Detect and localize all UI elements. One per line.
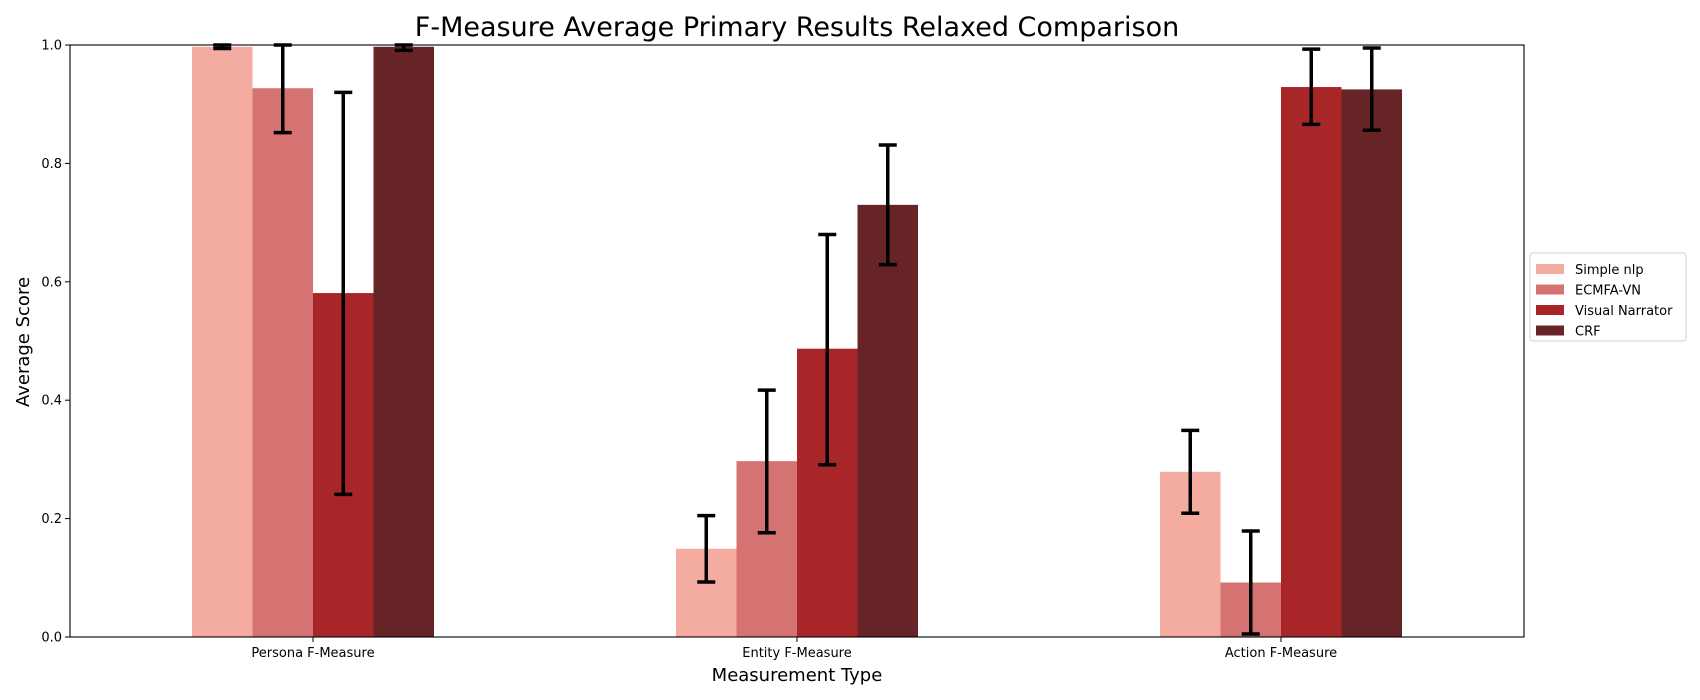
legend-label: ECMFA-VN xyxy=(1575,284,1641,299)
error-bar xyxy=(334,90,353,497)
y-tick-label: 0.4 xyxy=(41,394,62,409)
error-bar xyxy=(1362,46,1381,132)
error-bar xyxy=(1302,47,1321,127)
x-tick-label: Entity F-Measure xyxy=(742,646,852,661)
y-tick-label: 1.0 xyxy=(41,39,62,54)
legend: Simple nlp ECMFA-VN Visual Narrator CRF xyxy=(1529,252,1687,342)
chart-title: F-Measure Average Primary Results Relaxe… xyxy=(415,12,1179,43)
legend-frame xyxy=(1529,252,1687,342)
x-tick-label: Action F-Measure xyxy=(1225,646,1337,661)
error-bar xyxy=(697,513,716,584)
error-bar xyxy=(878,143,897,267)
bar xyxy=(1341,89,1402,637)
bar xyxy=(192,46,253,637)
bar xyxy=(1281,87,1342,638)
y-tick-label: 0.8 xyxy=(41,157,62,172)
legend-swatch xyxy=(1536,305,1564,315)
legend-swatch xyxy=(1536,264,1564,274)
y-tick-label: 0.2 xyxy=(41,512,62,527)
x-tick-label: Persona F-Measure xyxy=(251,646,374,661)
legend-label: CRF xyxy=(1575,325,1601,340)
error-bar xyxy=(757,388,776,535)
x-axis-title: Measurement Type xyxy=(712,665,883,686)
bar xyxy=(857,204,918,637)
plot-area: 0.0 0.2 0.4 0.6 0.8 1.0 Persona F-Measure Entit… xyxy=(41,39,1525,661)
y-axis-title: Average Score xyxy=(13,277,34,407)
y-tick-label: 0.6 xyxy=(41,275,62,290)
error-bar xyxy=(1181,428,1200,516)
legend-swatch xyxy=(1536,284,1564,295)
bar xyxy=(252,88,313,637)
y-tick-label: 0.0 xyxy=(41,631,62,646)
legend-swatch xyxy=(1536,325,1564,336)
legend-label: Visual Narrator xyxy=(1575,304,1673,319)
error-bar xyxy=(818,232,837,467)
error-bar xyxy=(1241,529,1260,636)
legend-label: Simple nlp xyxy=(1575,263,1644,278)
bar xyxy=(373,46,434,637)
